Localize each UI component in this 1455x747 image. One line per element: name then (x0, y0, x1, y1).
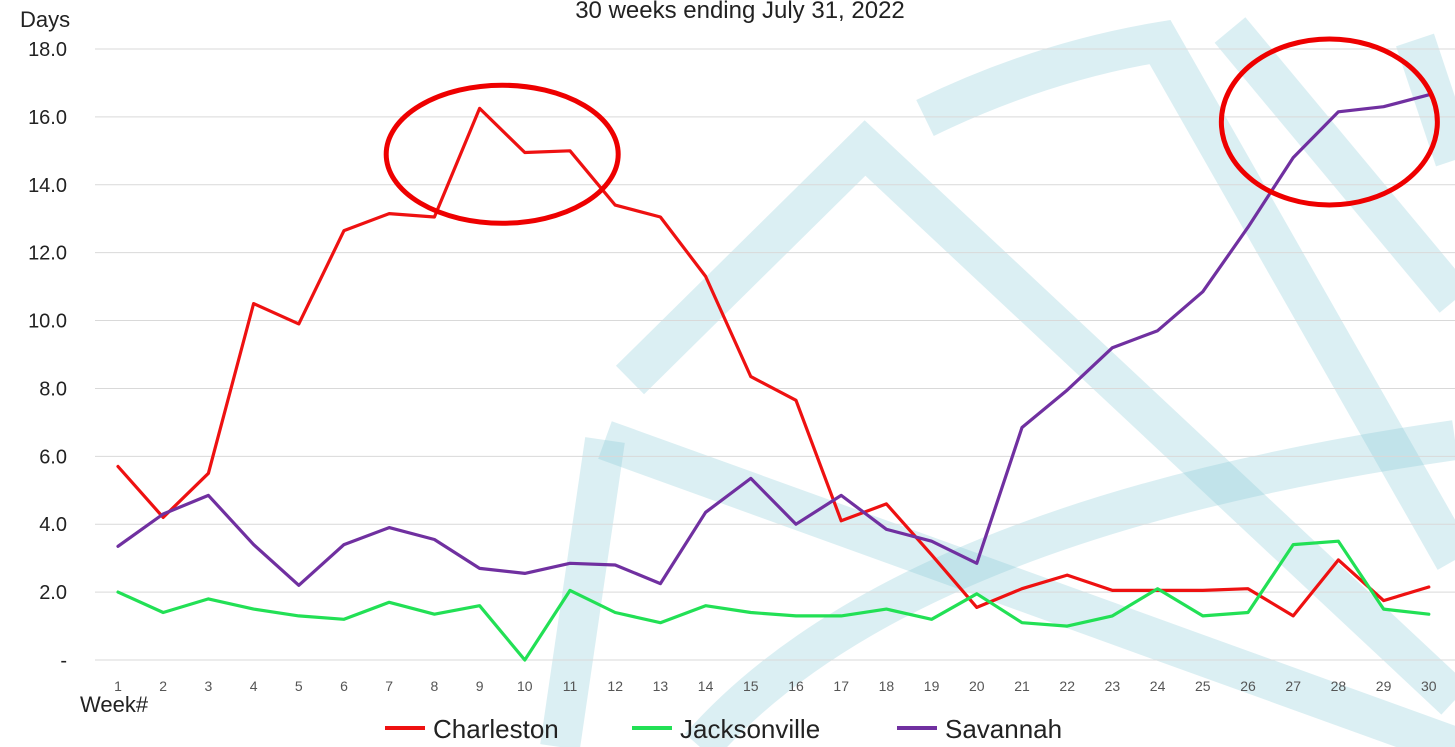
y-axis-label: Days (20, 7, 70, 32)
x-tick-label: 16 (788, 678, 804, 694)
y-tick-label: 12.0 (28, 243, 67, 265)
y-tick-label: 10.0 (28, 311, 67, 333)
watermark-stroke (916, 19, 1455, 570)
x-tick-label: 13 (653, 678, 669, 694)
watermark-logo (540, 17, 1455, 747)
x-tick-label: 22 (1059, 678, 1075, 694)
x-tick-label: 7 (385, 678, 393, 694)
y-tick-label: - (60, 650, 67, 672)
y-tick-label: 4.0 (39, 514, 67, 536)
series-line-savannah (116, 93, 1431, 587)
legend-label: Charleston (433, 714, 559, 744)
x-tick-label: 17 (833, 678, 849, 694)
watermark-stroke (598, 421, 1455, 747)
y-tick-label: 16.0 (28, 107, 67, 129)
x-tick-label: 15 (743, 678, 759, 694)
x-tick-label: 9 (476, 678, 484, 694)
x-tick-label: 8 (431, 678, 439, 694)
x-tick-label: 12 (607, 678, 623, 694)
watermark-stroke (540, 437, 625, 747)
x-tick-label: 11 (563, 678, 578, 694)
series-lines (116, 93, 1431, 662)
watermark-stroke (1214, 17, 1455, 313)
x-tick-label: 1 (114, 678, 122, 694)
x-tick-label: 23 (1105, 678, 1121, 694)
series-line-charleston (116, 106, 1431, 618)
x-tick-label: 5 (295, 678, 303, 694)
x-tick-label: 2 (159, 678, 167, 694)
y-tick-label: 6.0 (39, 446, 67, 468)
y-axis-ticks: - 2.0 4.0 6.0 8.0 10.0 12.0 14.0 16.0 18.0 (28, 39, 67, 672)
x-tick-label: 3 (205, 678, 213, 694)
chart-title: 30 weeks ending July 31, 2022 (575, 0, 905, 24)
x-tick-label: 24 (1150, 678, 1166, 694)
x-axis-ticks: 1 2 3 4 5 6 7 8 9 10 11 12 13 14 15 16 17 18 19 20 21 22 23 24 2… (114, 678, 1437, 694)
x-axis-label: Week# (80, 692, 149, 717)
legend-label: Savannah (945, 714, 1062, 744)
x-tick-label: 29 (1376, 678, 1392, 694)
watermark-stroke (615, 120, 1455, 715)
y-tick-label: 14.0 (28, 175, 67, 197)
x-tick-label: 20 (969, 678, 985, 694)
annotation-ellipse (1218, 36, 1440, 208)
x-tick-label: 28 (1331, 678, 1347, 694)
legend: Charleston Jacksonville Savannah (385, 714, 1062, 744)
series-line-jacksonville (116, 539, 1431, 662)
x-tick-label: 4 (250, 678, 258, 694)
x-tick-label: 27 (1285, 678, 1301, 694)
annotation-ellipse (383, 82, 621, 226)
y-tick-label: 18.0 (28, 39, 67, 61)
x-tick-label: 25 (1195, 678, 1211, 694)
legend-label: Jacksonville (680, 714, 820, 744)
x-tick-label: 6 (340, 678, 348, 694)
x-tick-label: 26 (1240, 678, 1256, 694)
x-tick-label: 10 (517, 678, 533, 694)
y-tick-label: 8.0 (39, 378, 67, 400)
x-tick-label: 21 (1014, 678, 1030, 694)
x-tick-label: 14 (698, 678, 714, 694)
y-tick-label: 2.0 (39, 582, 67, 604)
x-tick-label: 19 (924, 678, 940, 694)
gridlines (95, 48, 1455, 661)
watermark-stroke (685, 420, 1455, 747)
annotations (383, 36, 1440, 226)
x-tick-label: 30 (1421, 678, 1437, 694)
x-tick-label: 18 (879, 678, 895, 694)
